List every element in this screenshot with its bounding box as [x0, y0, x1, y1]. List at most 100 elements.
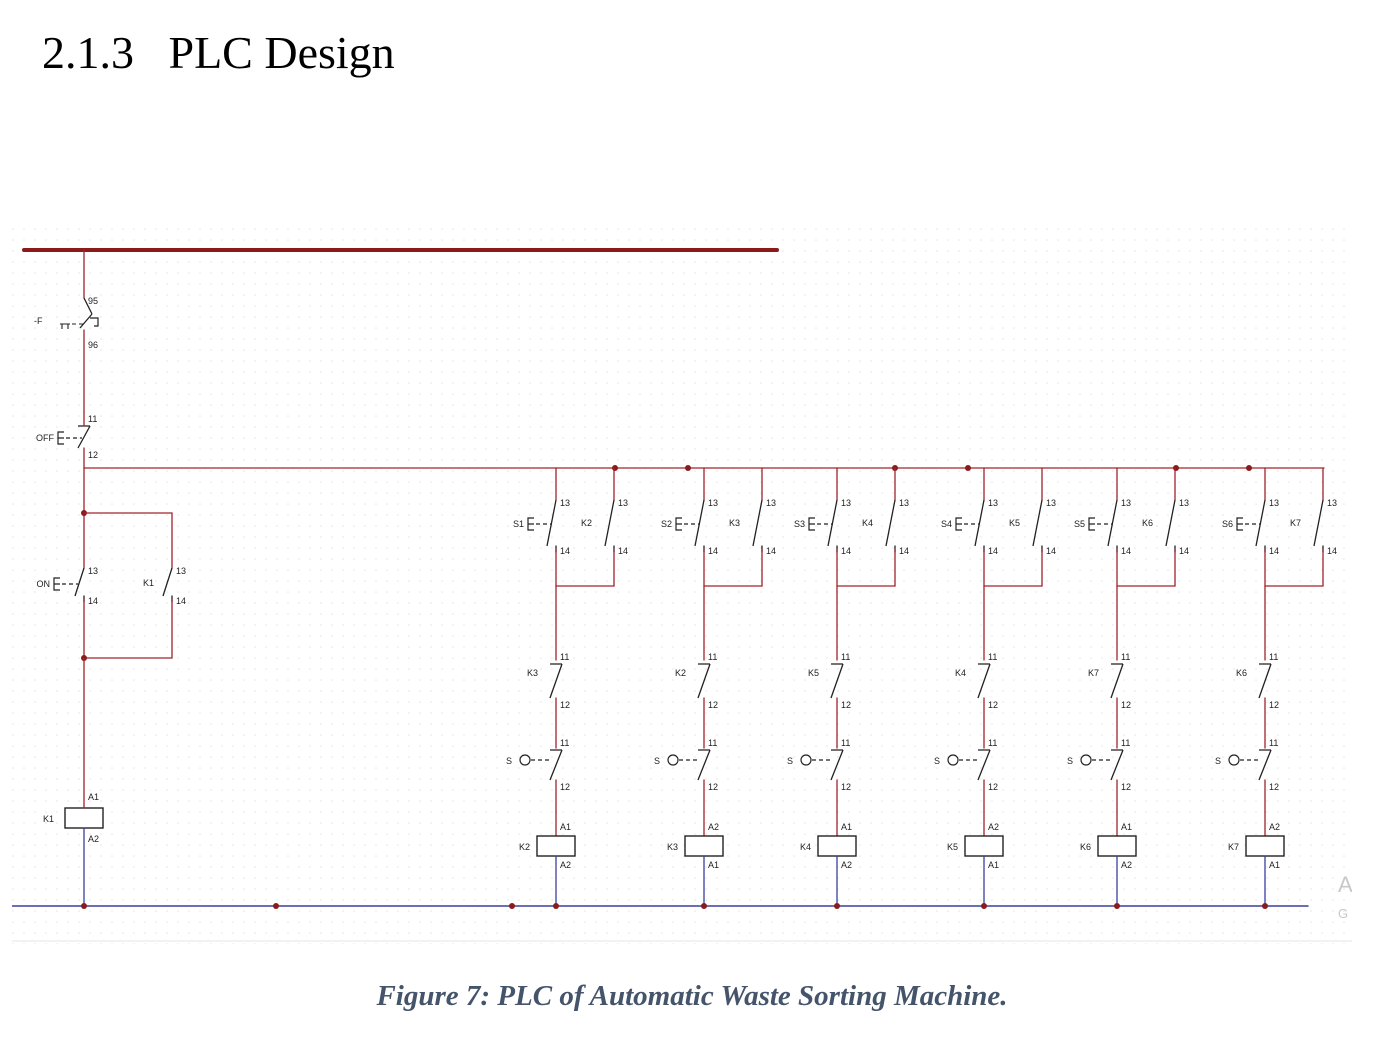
rung-6-coil-pin-top: A2	[1269, 822, 1280, 832]
rung-6-button-pin-top: 13	[1269, 498, 1279, 508]
rung-6-button-blade	[1255, 499, 1266, 547]
rung-4-button-actuator	[955, 517, 962, 531]
on-button-tag: ON	[37, 579, 51, 589]
rung-2-button-pin-bottom: 14	[708, 546, 718, 556]
rung-3-interlock-tag: K5	[808, 668, 819, 678]
rung-3-interlock-pin-top: 11	[841, 652, 850, 662]
rung-5-coil-tag: K6	[1080, 842, 1091, 852]
overload-contact	[79, 297, 93, 329]
rung-5-hold-contact-pin-bottom: 14	[1179, 546, 1189, 556]
rung-2-interlock-pin-bottom: 12	[708, 700, 718, 710]
ladder-diagram-svg: -F 95 96 11 12 OFF 13 14 ON 13 14 K1 A1 A2 K1 13 14 S1 13 1…	[12, 228, 1352, 944]
return-junction	[701, 903, 707, 909]
figure-caption: Figure 7: PLC of Automatic Waste Sorting…	[376, 980, 1008, 1012]
rung-5-interlock-pin-bottom: 12	[1121, 700, 1131, 710]
rung-6-interlock-tag: K6	[1236, 668, 1247, 678]
rung-1-sensor-blade	[549, 749, 563, 781]
rung-6-coil-tag: K7	[1228, 842, 1239, 852]
overload-thermal-symbol	[90, 317, 99, 327]
return-junction	[1262, 903, 1268, 909]
rung-5-interlock-tag: K7	[1088, 668, 1099, 678]
k1-hold-contact-pin-bottom: 14	[176, 596, 186, 606]
bus-junction	[965, 465, 971, 471]
rung-4-button-blade	[974, 499, 985, 547]
rung-6-sensor-symbol	[1228, 754, 1240, 766]
section-number: 2.1.3	[42, 27, 134, 78]
return-junction	[509, 903, 515, 909]
rung-2-sensor-blade	[697, 749, 711, 781]
bus-junction	[1246, 465, 1252, 471]
rung-5-interlock-pin-top: 11	[1121, 652, 1130, 662]
rung-6-button-pin-bottom: 14	[1269, 546, 1279, 556]
rung-2-hold-contact-blade	[752, 499, 763, 547]
rung-5-sensor-symbol	[1080, 754, 1092, 766]
rung-3-sensor-tag: S	[787, 756, 793, 766]
return-junction	[834, 903, 840, 909]
rung-1-button-pin-bottom: 14	[560, 546, 570, 556]
rung-1-interlock-pin-bottom: 12	[560, 700, 570, 710]
rung-1-button-pin-top: 13	[560, 498, 570, 508]
rung-4-sensor-pin-bottom: 12	[988, 782, 998, 792]
rung-6-sensor-pin-bottom: 12	[1269, 782, 1279, 792]
k1-hold-contact-blade	[162, 567, 173, 597]
rung-1-coil-pin-bottom: A2	[560, 860, 571, 870]
on-button-pin-top: 13	[88, 566, 98, 576]
overload-pin-top: 95	[88, 296, 98, 306]
rung-1-hold-contact-pin-bottom: 14	[618, 546, 628, 556]
overload-tag: -F	[34, 316, 43, 326]
rung-4-hold-contact-pin-top: 13	[1046, 498, 1056, 508]
section-heading: 2.1.3 PLC Design	[42, 26, 395, 79]
rung-1-button-tag: S1	[513, 519, 524, 529]
rung-4-interlock-tag: K4	[955, 668, 966, 678]
rung-2-button-pin-top: 13	[708, 498, 718, 508]
rung-6-hold-contact-pin-bottom: 14	[1327, 546, 1337, 556]
rung-5-sensor-blade	[1110, 749, 1124, 781]
rung-6-coil-pin-bottom: A1	[1269, 860, 1280, 870]
rung-6-interlock-pin-top: 11	[1269, 652, 1278, 662]
rung-4-coil-pin-bottom: A1	[988, 860, 999, 870]
rung-1-coil-pin-top: A1	[560, 822, 571, 832]
edge-text-g: G	[1338, 906, 1348, 921]
rung-2-button-tag: S2	[661, 519, 672, 529]
rung-5-button-tag: S5	[1074, 519, 1085, 529]
rung-5-coil-pin-bottom: A2	[1121, 860, 1132, 870]
return-junction	[553, 903, 559, 909]
on-button-blade	[74, 567, 85, 597]
rung-4-interlock-blade	[977, 663, 991, 699]
rung-3-hold-contact-pin-bottom: 14	[899, 546, 909, 556]
rung-3-coil-pin-top: A1	[841, 822, 852, 832]
rung-6-button-tag: S6	[1222, 519, 1233, 529]
rung-2-hold-contact-pin-bottom: 14	[766, 546, 776, 556]
rung-3-sensor-pin-bottom: 12	[841, 782, 851, 792]
rung-3-coil-pin-bottom: A2	[841, 860, 852, 870]
rung-4-button-tag: S4	[941, 519, 952, 529]
rung-4-sensor-blade	[977, 749, 991, 781]
rung-5-button-pin-top: 13	[1121, 498, 1131, 508]
rung-2-coil-body	[684, 835, 724, 857]
rung-6-button-actuator	[1236, 517, 1243, 531]
rung-3-coil-body	[817, 835, 857, 857]
rung-6-hold-contact-blade	[1313, 499, 1324, 547]
rung-1-hold-tag: K2	[581, 518, 592, 528]
rung-4-sensor-pin-top: 11	[988, 738, 997, 748]
rung-1-coil-tag: K2	[519, 842, 530, 852]
rung-6-interlock-pin-bottom: 12	[1269, 700, 1279, 710]
rung-4-hold-tag: K5	[1009, 518, 1020, 528]
rung-4-hold-contact-blade	[1032, 499, 1043, 547]
rung-2-sensor-pin-top: 11	[708, 738, 717, 748]
on-button-actuator	[53, 577, 60, 591]
rung-4-coil-tag: K5	[947, 842, 958, 852]
edge-text-a: A	[1338, 872, 1352, 897]
return-junction	[273, 903, 279, 909]
rung-1-button-actuator	[527, 517, 534, 531]
rung-3-button-blade	[827, 499, 838, 547]
rung-6-interlock-blade	[1258, 663, 1272, 699]
rung-6-sensor-pin-top: 11	[1269, 738, 1278, 748]
rung-1-sensor-symbol	[519, 754, 531, 766]
rung-6-hold-contact-pin-top: 13	[1327, 498, 1337, 508]
rung-2-coil-tag: K3	[667, 842, 678, 852]
rung-1-sensor-pin-bottom: 12	[560, 782, 570, 792]
rung-1-sensor-tag: S	[506, 756, 512, 766]
rung-2-button-blade	[694, 499, 705, 547]
rung-3-interlock-blade	[830, 663, 844, 699]
